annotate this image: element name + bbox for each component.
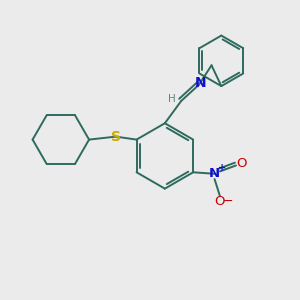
Text: O: O <box>215 195 225 208</box>
Text: N: N <box>195 76 206 90</box>
Text: S: S <box>111 130 121 144</box>
Text: −: − <box>223 195 233 208</box>
Text: +: + <box>218 164 226 173</box>
Text: H: H <box>168 94 176 103</box>
Text: N: N <box>209 167 220 180</box>
Text: O: O <box>236 158 247 170</box>
